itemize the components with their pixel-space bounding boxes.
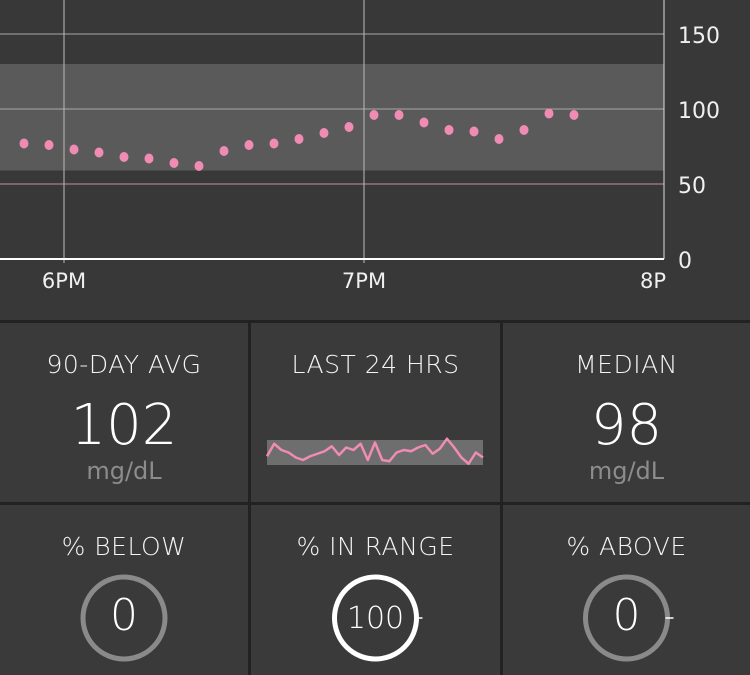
data-point [244,140,254,150]
stat-title: MEDIAN [575,350,678,379]
stat-percent-above[interactable]: % ABOVE 0 [503,505,750,675]
data-point [44,140,54,150]
data-point [294,134,304,144]
data-point [69,144,79,155]
stat-title: 90-DAY AVG [46,350,202,379]
data-point [269,138,279,149]
y-tick-label: 0 [678,249,692,274]
ring-gauge [332,574,423,662]
data-point [444,125,454,135]
data-point [344,122,354,132]
ring-track [80,574,168,662]
stat-90-day-avg[interactable]: 90-DAY AVG 102 mg/dL [0,323,248,502]
stat-title: % IN RANGE [296,532,455,561]
stat-value: 0 [110,590,138,641]
glucose-chart[interactable]: 0 50 100 150 6PM 7PM 8P [0,0,750,320]
data-point [519,125,529,135]
data-point [219,146,229,156]
data-point [394,110,404,120]
stat-value: 102 [70,393,178,458]
data-point [194,161,204,171]
stat-value: 98 [590,393,663,458]
y-tick-label: 150 [678,24,720,49]
stat-value: 0 [612,590,641,641]
stat-percent-in-range[interactable]: % IN RANGE 100 [251,505,500,675]
stat-last-24-hrs[interactable]: LAST 24 HRS [251,323,500,502]
data-point [319,128,329,138]
stat-percent-below[interactable]: % BELOW 0 [0,505,248,675]
data-point [494,134,504,144]
stat-unit: mg/dL [86,457,162,485]
x-tick-label: 6PM [42,269,86,293]
data-point [94,147,104,158]
data-point [369,110,379,120]
data-point [19,138,29,149]
target-range-band [0,64,664,171]
data-point [144,153,154,164]
stat-title: % ABOVE [566,532,687,561]
stat-title: % BELOW [61,532,187,561]
data-point [169,158,179,168]
y-tick-label: 100 [678,99,720,124]
data-point [419,117,429,128]
sparkline-line [265,437,484,465]
x-tick-label: 8P [640,269,666,293]
x-tick-label: 7PM [342,269,386,293]
data-point [119,152,129,162]
ring-gauge [80,574,168,662]
stat-unit: mg/dL [588,457,665,485]
ring-gauge [583,574,674,662]
stat-median[interactable]: MEDIAN 98 mg/dL [503,323,750,502]
data-point [569,110,579,120]
y-tick-label: 50 [678,174,706,199]
stat-title: LAST 24 HRS [291,350,460,379]
data-point [544,108,554,119]
stat-value: 100 [346,601,405,636]
sparkline [265,437,484,465]
data-point [469,126,479,137]
glucose-scatter-plot: 0 50 100 150 6PM 7PM 8P [0,0,720,293]
